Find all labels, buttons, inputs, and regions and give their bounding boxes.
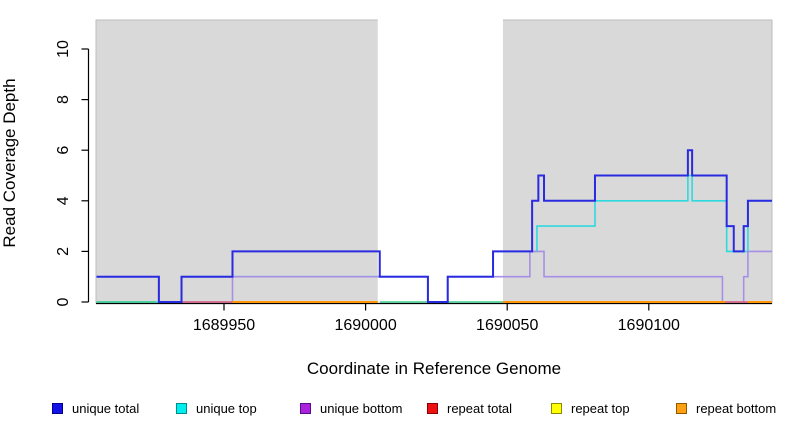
repeat-bottom-swatch-icon (676, 402, 687, 414)
legend-entry-repeat-bottom: repeat bottom (676, 399, 776, 417)
y-tick-label: 0 (55, 297, 72, 306)
legend-label: unique total (72, 400, 140, 416)
y-tick-label: 4 (55, 196, 72, 205)
legend-entry-repeat-total: repeat total (427, 399, 512, 417)
x-tick-label: 1690050 (476, 317, 538, 334)
y-tick-label: 2 (55, 247, 72, 256)
legend: unique total unique top unique bottom re… (0, 399, 792, 421)
y-tick-label: 8 (55, 95, 72, 104)
x-tick-label: 1689950 (193, 317, 255, 334)
legend-entry-unique-total: unique total (52, 399, 139, 417)
series-unique-bottom (96, 250, 772, 303)
legend-entry-unique-top: unique top (176, 399, 257, 417)
legend-label: unique bottom (320, 400, 403, 416)
x-tick-label: 1690100 (618, 317, 680, 334)
unique-bottom-swatch-icon (300, 402, 311, 414)
repeat-total-swatch-icon (427, 402, 438, 414)
series-unique-total (96, 149, 772, 303)
x-tick-label: 1690000 (334, 317, 396, 334)
unique-top-swatch-icon (176, 402, 187, 414)
unique-total-swatch-icon (52, 402, 63, 414)
uncovered-band (377, 19, 503, 304)
legend-label: repeat total (447, 400, 513, 416)
y-tick-label: 10 (55, 40, 72, 58)
legend-label: repeat bottom (696, 400, 777, 416)
legend-label: unique top (196, 400, 257, 416)
legend-entry-unique-bottom: unique bottom (300, 399, 402, 417)
y-axis-title: Read Coverage Depth (0, 78, 19, 248)
x-axis-title: Coordinate in Reference Genome (306, 359, 562, 378)
y-tick-label: 6 (55, 146, 72, 155)
repeat-top-swatch-icon (551, 402, 562, 414)
legend-entry-repeat-top: repeat top (551, 399, 630, 417)
legend-label: repeat top (571, 400, 630, 416)
